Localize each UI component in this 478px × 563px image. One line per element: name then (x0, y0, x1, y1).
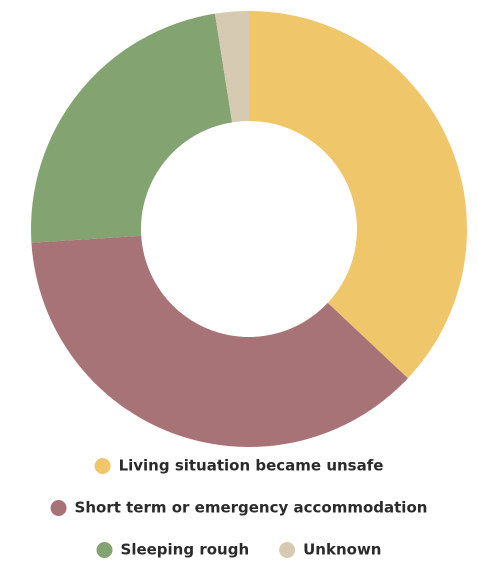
donut-slice (249, 11, 467, 379)
donut-slice (31, 235, 408, 447)
donut-slice (30, 13, 233, 243)
legend-swatch (279, 542, 296, 558)
legend-swatch (94, 458, 111, 474)
legend-label: Unknown (303, 541, 381, 559)
legend-swatch (50, 500, 67, 516)
legend-label: Sleeping rough (121, 541, 250, 559)
legend-swatch (96, 542, 113, 558)
legend-label: Short term or emergency accommodation (75, 499, 428, 517)
legend-label: Living situation became unsafe (119, 457, 384, 475)
donut-slice (214, 11, 249, 123)
